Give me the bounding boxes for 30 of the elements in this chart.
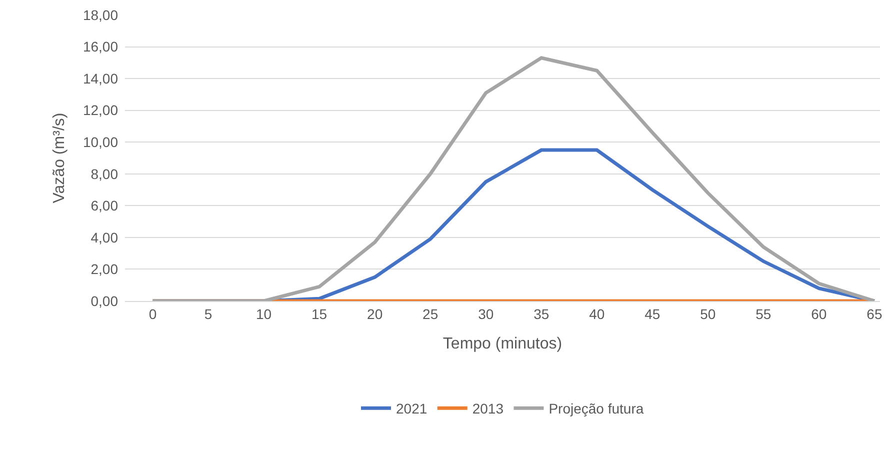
legend-label: 2021	[396, 400, 428, 417]
x-tick-label: 25	[422, 306, 438, 322]
x-tick-label: 15	[312, 306, 328, 322]
x-tick-label: 65	[866, 306, 882, 322]
y-tick-label: 10,00	[82, 134, 118, 150]
x-tick-label: 20	[367, 306, 383, 322]
x-tick-label: 40	[589, 306, 605, 322]
legend-label: Projeção futura	[548, 400, 644, 417]
x-tick-label: 35	[534, 306, 550, 322]
y-axis-title: Vazão (m³/s)	[50, 112, 68, 204]
y-tick-label: 18,00	[82, 6, 118, 23]
x-tick-label: 55	[756, 306, 772, 322]
y-tick-label: 4,00	[90, 229, 118, 246]
x-tick-label: 45	[644, 306, 660, 322]
x-tick-label: 10	[256, 306, 272, 322]
legend-label: 2013	[472, 400, 504, 417]
y-tick-label: 14,00	[82, 70, 118, 86]
x-axis-title: Tempo (minutos)	[442, 336, 562, 352]
x-tick-label: 50	[700, 306, 716, 322]
x-tick-label: 5	[204, 306, 212, 322]
x-tick-label: 30	[478, 306, 494, 322]
x-tick-label: 60	[811, 306, 827, 322]
y-tick-label: 16,00	[82, 38, 118, 55]
y-tick-label: 2,00	[90, 261, 118, 278]
x-tick-label: 0	[148, 306, 157, 322]
y-tick-label: 6,00	[90, 198, 118, 214]
line-series	[151, 56, 876, 301]
y-tick-label: 8,00	[90, 166, 118, 182]
y-tick-label: 12,00	[82, 102, 118, 118]
y-tick-label: 0,00	[90, 292, 118, 309]
